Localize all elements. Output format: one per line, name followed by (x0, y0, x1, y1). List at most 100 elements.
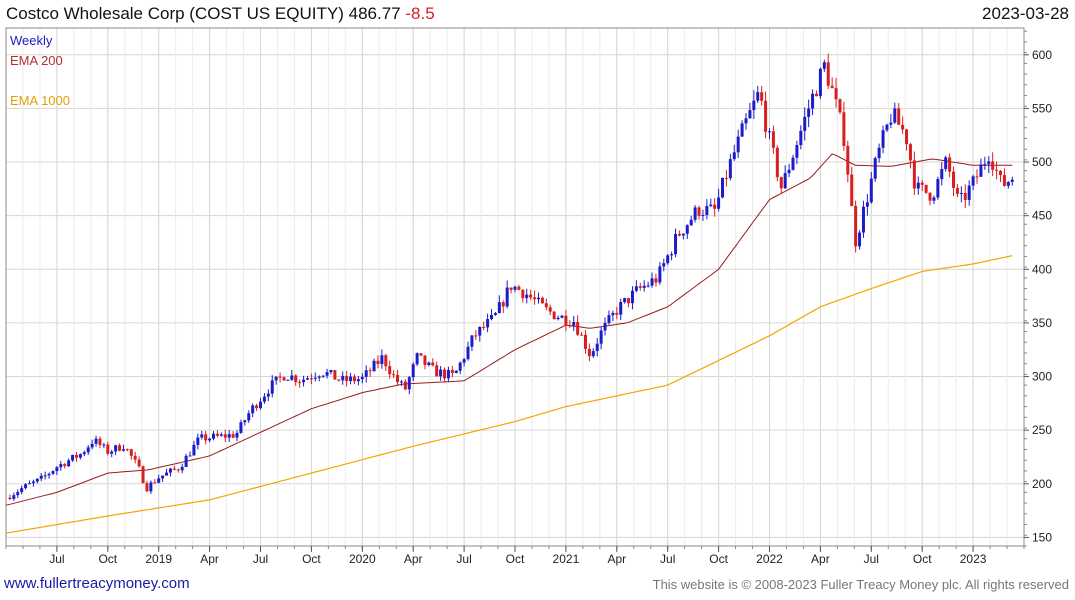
weekly-candle (490, 309, 494, 321)
weekly-candle (697, 205, 701, 220)
x-tick-label: 2022 (756, 552, 783, 566)
candle-body (689, 219, 693, 226)
weekly-candle (493, 312, 497, 316)
candle-body (666, 255, 670, 264)
grid (5, 28, 1025, 546)
candle-body (521, 289, 525, 299)
weekly-candle (149, 480, 153, 494)
weekly-candle (932, 195, 936, 204)
candle-body (403, 381, 407, 390)
candle-body (317, 376, 321, 378)
weekly-candle (607, 310, 611, 325)
weekly-candle (423, 355, 427, 370)
candle-body (200, 434, 204, 438)
candle-body (963, 192, 967, 200)
weekly-candle (325, 368, 329, 379)
candle-body (423, 355, 427, 366)
candle-body (274, 376, 278, 381)
candle-body (752, 100, 756, 111)
weekly-candle (948, 153, 952, 178)
candle-body (102, 444, 106, 446)
weekly-candle (830, 77, 834, 89)
candle-body (43, 475, 47, 477)
weekly-candle (991, 152, 995, 177)
weekly-candle (106, 441, 110, 456)
candle-body (278, 376, 282, 378)
candle-body (294, 375, 298, 383)
candle-body (955, 187, 959, 194)
candle-body (243, 420, 247, 423)
weekly-candle (732, 144, 736, 161)
weekly-candle (180, 463, 184, 474)
weekly-candle (795, 140, 799, 164)
weekly-candle (811, 89, 815, 116)
candle-body (161, 475, 165, 479)
candle-body (940, 169, 944, 180)
candle-body (259, 401, 262, 409)
weekly-candle (944, 155, 948, 172)
candle-body (94, 438, 98, 444)
weekly-candle (298, 379, 302, 388)
weekly-candle (31, 479, 35, 487)
weekly-candle (803, 107, 807, 141)
candle-body (380, 355, 384, 365)
weekly-candle (368, 367, 372, 377)
weekly-candle (873, 156, 877, 182)
weekly-candle (74, 452, 78, 462)
candle-body (78, 454, 82, 458)
weekly-candle (850, 167, 854, 207)
candle-body (67, 460, 71, 467)
candle-body (482, 326, 486, 328)
candle-body (650, 278, 654, 286)
weekly-candle (701, 209, 705, 221)
candle-body (540, 297, 544, 304)
candle-body (529, 294, 533, 298)
x-tick-label: Jul (456, 552, 471, 566)
candle-body (82, 452, 86, 455)
candle-body (439, 369, 443, 377)
weekly-candle (35, 478, 39, 484)
weekly-candle (889, 113, 893, 129)
candle-body (646, 285, 650, 287)
weekly-candle (188, 451, 192, 457)
candle-body (764, 100, 768, 132)
weekly-candle (313, 372, 317, 382)
weekly-candle (78, 453, 82, 460)
weekly-candle (674, 228, 678, 258)
candle-body (493, 313, 497, 315)
y-tick-label: 300 (1032, 370, 1052, 384)
candle-body (959, 192, 963, 194)
weekly-candle (176, 468, 180, 473)
candle-body (999, 170, 1003, 176)
weekly-candle (215, 430, 219, 438)
weekly-candle (12, 492, 16, 501)
weekly-candle (431, 358, 435, 367)
x-tick-label: Jul (49, 552, 64, 566)
weekly-candle (474, 330, 478, 340)
weekly-candle (615, 307, 619, 320)
weekly-candle (744, 112, 748, 130)
weekly-candle (928, 192, 932, 206)
website-link[interactable]: www.fullertreacymoney.com (4, 575, 190, 592)
candle-body (893, 108, 897, 123)
weekly-candle (302, 375, 306, 387)
weekly-candle (439, 365, 443, 381)
candle-body (450, 369, 454, 374)
weekly-candle (243, 419, 247, 426)
candle-body (341, 376, 345, 381)
candle-body (192, 444, 196, 456)
candle-body (505, 287, 509, 307)
weekly-candle (427, 361, 431, 367)
candle-body (768, 131, 771, 133)
candle-body (446, 369, 450, 379)
weekly-candle (779, 176, 783, 194)
candle-body (466, 346, 470, 360)
candle-body (607, 315, 611, 323)
candle-body (407, 377, 411, 390)
candle-body (176, 469, 180, 471)
weekly-candle (705, 199, 709, 220)
weekly-candle (955, 184, 959, 198)
candle-body (905, 129, 909, 145)
candle-body (713, 204, 717, 209)
candle-body (129, 449, 133, 456)
